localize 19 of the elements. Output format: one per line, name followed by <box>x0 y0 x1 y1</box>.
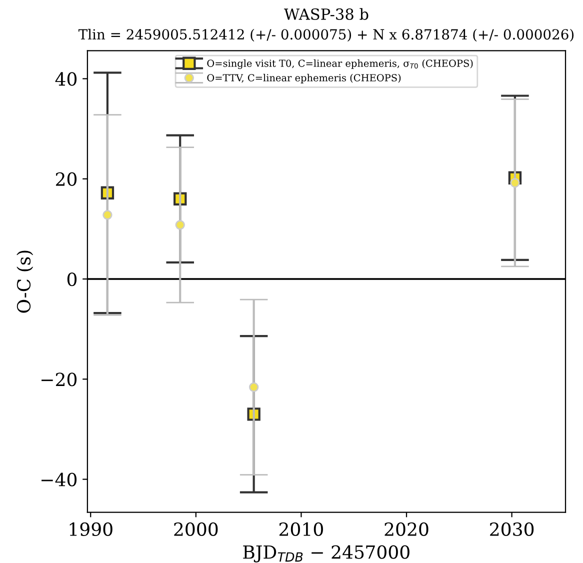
point <box>175 220 185 230</box>
y-tick-label: 0 <box>67 272 77 286</box>
x-tick-label: 2030 <box>490 522 534 536</box>
legend-label: O=TTV, C=linear ephemeris (CHEOPS) <box>207 74 401 84</box>
y-axis-title: O-C (s) <box>16 250 34 313</box>
chart-subtitle: Tlin = 2459005.512412 (+/- 0.000075) + N x 6.871874 (+/- 0.000026) <box>78 28 574 42</box>
y-tick-label: 40 <box>55 72 77 86</box>
point <box>102 210 112 220</box>
x-tick-label: 2020 <box>384 522 428 536</box>
point <box>248 382 259 392</box>
legend-label: O=single visit T0, C=linear ephemeris, σ$_{T0}$ (CHEOPS) <box>207 59 473 69</box>
x-axis-title: BJD$_{TDB}$ − 2457000 <box>243 545 410 562</box>
y-tick-label: −20 <box>42 372 77 386</box>
x-tick-label: 2010 <box>279 522 323 536</box>
x-tick-label: 2000 <box>174 522 218 536</box>
y-tick-label: −40 <box>42 472 77 486</box>
chart-title: WASP-38 b <box>284 8 368 20</box>
x-tick-label: 1990 <box>70 522 112 536</box>
y-tick-label: 20 <box>56 172 77 186</box>
